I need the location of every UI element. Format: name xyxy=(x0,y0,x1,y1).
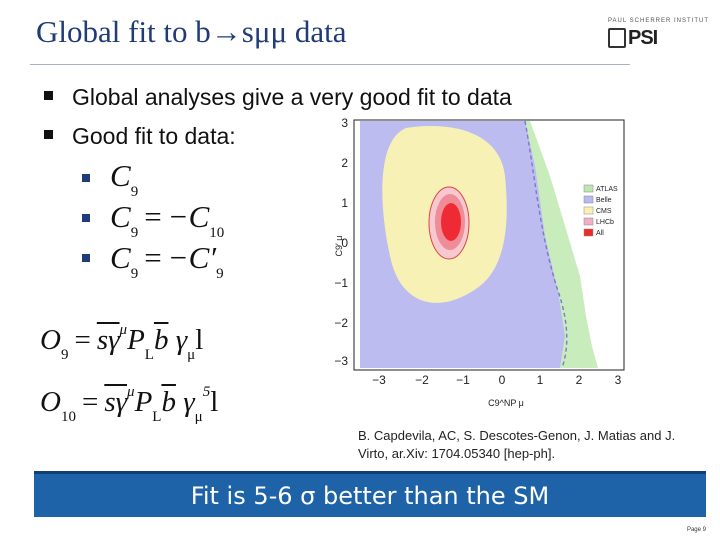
x-tick-neg3: −3 xyxy=(372,373,386,387)
legend-swatch-cms xyxy=(583,206,594,215)
fit-contour-plot: ATLAS Belle CMS LHCb All 3 2 1 0 −1 −2 −… xyxy=(334,116,625,408)
legend-label-belle: Belle xyxy=(596,197,612,204)
bullet-text-2: Good fit to data: xyxy=(72,123,236,149)
y-tick-neg2: −2 xyxy=(334,316,348,330)
legend-swatch-belle xyxy=(583,195,594,204)
psi-logo: PAUL SCHERRER INSTITUT PSI xyxy=(608,18,710,52)
legend-label-cms: CMS xyxy=(596,208,612,215)
legend-swatch-all xyxy=(583,228,594,237)
y-tick-0: 0 xyxy=(341,236,348,250)
sub-bullet-icon xyxy=(82,214,90,222)
legend-label-atlas: ATLAS xyxy=(596,186,618,193)
x-tick-neg2: −2 xyxy=(415,373,429,387)
logo-top-text: PAUL SCHERRER INSTITUT xyxy=(608,18,710,24)
x-tick-2: 2 xyxy=(576,373,583,387)
x-tick-0: 0 xyxy=(499,373,506,387)
x-tick-neg1: −1 xyxy=(456,373,470,387)
operator-o10: O10 = sγμPLb γμ5l xyxy=(40,384,219,425)
bullet-text-1: Global analyses give a very good fit to … xyxy=(72,84,512,110)
x-tick-1: 1 xyxy=(537,373,544,387)
y-tick-3: 3 xyxy=(341,116,348,130)
x-tick-3: 3 xyxy=(615,373,622,387)
logo-box-icon xyxy=(608,28,626,48)
x-axis-label: C9^NP μ xyxy=(488,398,524,408)
slide-title: Global fit to b→sμμ data xyxy=(36,14,347,49)
operator-o9: O9 = sγμPLb γμl xyxy=(40,322,204,363)
legend-label-all: All xyxy=(596,230,604,237)
belle-boundary xyxy=(524,120,568,369)
plot-legend: ATLAS Belle CMS LHCb All xyxy=(583,184,618,237)
y-axis-label: C9′ μ xyxy=(334,236,344,257)
legend-label-lhcb: LHCb xyxy=(596,219,614,226)
page-number: Page 9 xyxy=(686,527,706,533)
all-1sigma-contour xyxy=(441,203,461,241)
sub-bullet-icon xyxy=(82,254,90,262)
y-tick-2: 2 xyxy=(341,156,348,170)
title-divider xyxy=(30,64,630,65)
bullet-icon xyxy=(44,91,53,100)
legend-swatch-atlas xyxy=(583,184,594,193)
legend-swatch-lhcb xyxy=(583,217,594,226)
citation-text: B. Capdevila, AC, S. Descotes-Genon, J. … xyxy=(358,428,676,461)
logo-mark-text: PSI xyxy=(628,26,658,49)
banner-text: Fit is 5-6 σ better than the SM xyxy=(190,481,550,510)
coeff-c9: C9 xyxy=(110,158,139,200)
bullet-icon xyxy=(44,130,53,139)
conclusion-banner: Fit is 5-6 σ better than the SM xyxy=(34,471,706,517)
y-tick-neg1: −1 xyxy=(334,276,348,290)
y-tick-1: 1 xyxy=(341,196,348,210)
x-ticks: −3 −2 −1 0 1 2 3 xyxy=(372,373,622,387)
y-ticks: 3 2 1 0 −1 −2 −3 xyxy=(334,116,348,368)
coeff-c9-eq-minus-c9prime: C9 = −C′9 xyxy=(110,240,224,282)
sub-bullet-icon xyxy=(82,174,90,182)
y-tick-neg3: −3 xyxy=(334,354,348,368)
coeff-c9-eq-minus-c10: C9 = −C10 xyxy=(110,199,225,241)
